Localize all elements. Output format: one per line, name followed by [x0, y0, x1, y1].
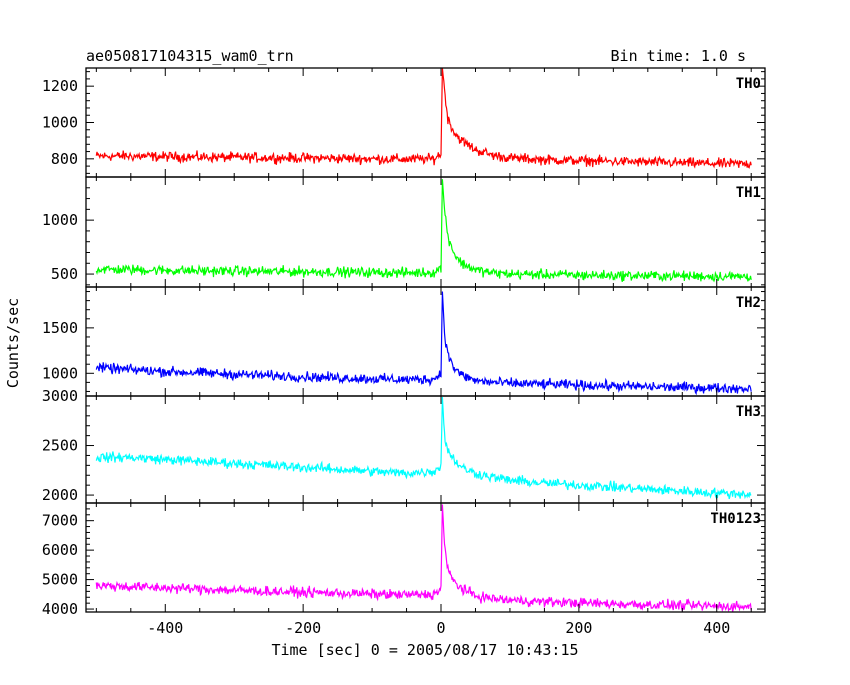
panel-th0: 800 1000 1200 TH0 — [42, 67, 766, 178]
chart-title: ae050817104315_wam0_trn — [86, 47, 294, 65]
x-tick-label: 0 — [436, 619, 445, 637]
y-tick-label: 1000 — [42, 364, 78, 382]
panel-label: TH0 — [736, 76, 761, 92]
panel-label: TH3 — [736, 404, 761, 420]
x-tick-label: -400 — [147, 619, 183, 637]
y-tick-label: 2000 — [42, 486, 78, 504]
x-tick-label: 400 — [703, 619, 730, 637]
y-tick-label: 5000 — [42, 571, 78, 589]
x-tick-label: -200 — [285, 619, 321, 637]
y-axis-label: Counts/sec — [4, 298, 22, 388]
y-tick-label: 1000 — [42, 114, 78, 132]
series-line-th0 — [95, 67, 752, 169]
y-tick-label: 500 — [51, 265, 78, 283]
y-tick-label: 3000 — [42, 387, 78, 405]
panel-th3: 2000 2500 3000 TH3 — [42, 387, 766, 504]
series-line-th3 — [95, 396, 752, 500]
x-axis-label: Time [sec] 0 = 2005/08/17 10:43:15 — [271, 641, 578, 659]
series-line-th1 — [95, 179, 752, 283]
series-line-th2 — [95, 291, 752, 396]
y-tick-label: 2500 — [42, 437, 78, 455]
y-tick-label: 800 — [51, 150, 78, 168]
panel-label: TH2 — [736, 295, 761, 311]
y-tick-label: 1500 — [42, 319, 78, 337]
y-tick-label: 4000 — [42, 600, 78, 618]
x-tick-label: 200 — [565, 619, 592, 637]
panel-label: TH0123 — [710, 511, 761, 527]
panel-th2: 1000 1500 TH2 — [42, 286, 766, 397]
panel-label: TH1 — [736, 185, 761, 201]
y-tick-label: 6000 — [42, 541, 78, 559]
panel-frame — [85, 395, 766, 504]
panel-th0123: 4000 5000 6000 7000 TH0123 — [42, 502, 766, 618]
y-tick-label: 1000 — [42, 211, 78, 229]
series-line-th0123 — [95, 504, 752, 613]
panel-frame — [85, 502, 766, 613]
y-tick-label: 1200 — [42, 77, 78, 95]
bin-time-label: Bin time: 1.0 s — [611, 47, 746, 65]
panel-th1: 500 1000 TH1 — [42, 176, 766, 288]
y-tick-label: 7000 — [42, 512, 78, 530]
